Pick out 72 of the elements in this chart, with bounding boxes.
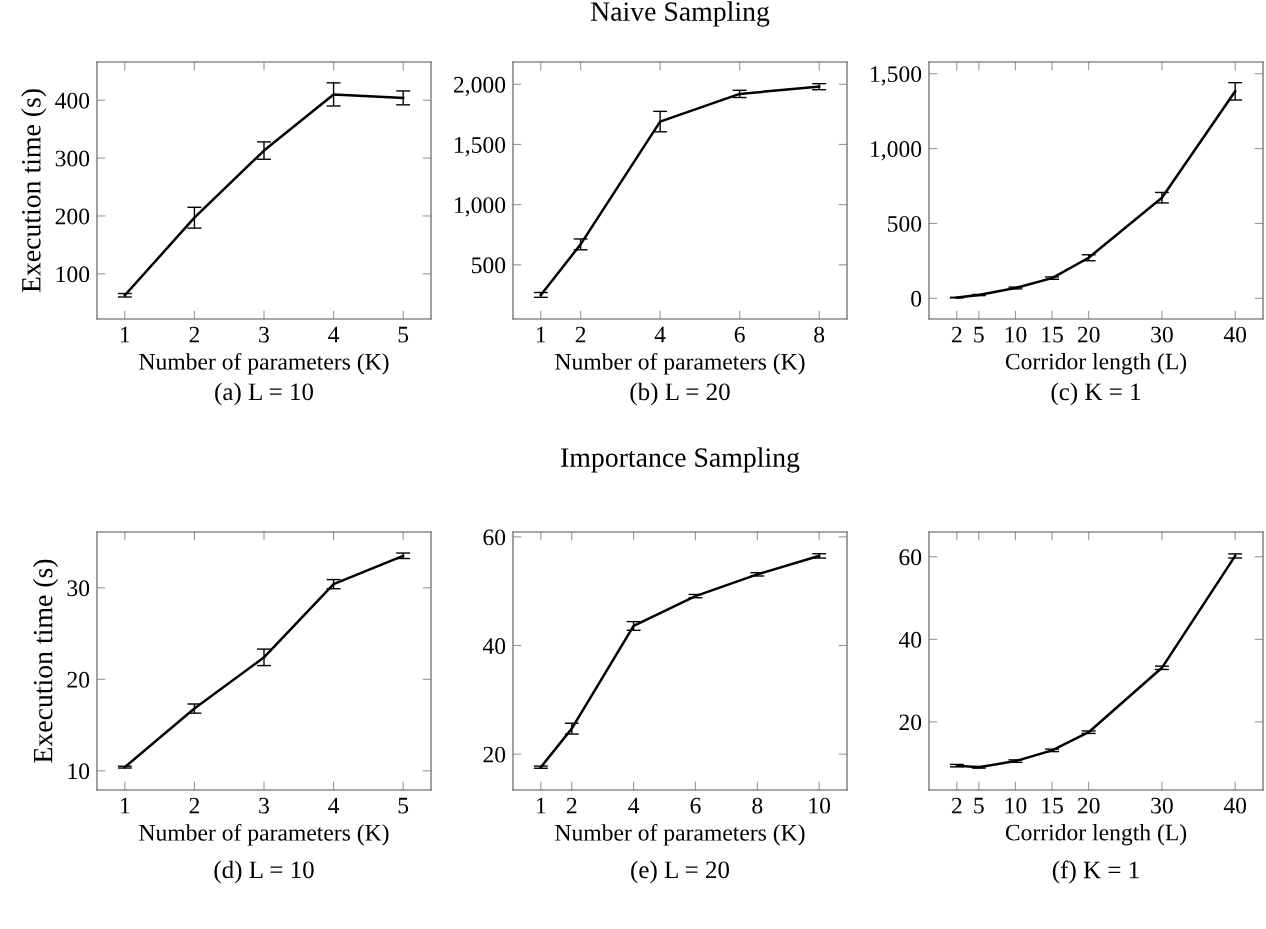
y-tick-label: 40 (898, 631, 922, 648)
x-tick-label: 30 (1151, 797, 1173, 814)
x-tick-label: 15 (1042, 326, 1063, 343)
text: (d) L = 10 (214, 860, 314, 884)
x-axis-title: Number of parameters (K) (139, 352, 389, 375)
y-tick-label: 100 (56, 266, 90, 283)
x-tick-label: 40 (1223, 326, 1247, 343)
x-axis-title: Number of parameters (K) (139, 823, 389, 846)
y-tick-label: 60 (483, 529, 506, 546)
x-tick-label: 20 (1077, 326, 1100, 343)
x-tick-label: 8 (814, 326, 825, 343)
x-tick-label: 20 (1077, 797, 1100, 814)
x-tick-label: 1 (537, 326, 546, 343)
x-tick-label: 3 (259, 797, 269, 814)
text: (e) L = 20 (631, 860, 730, 884)
text: (f) K = 1 (1052, 860, 1139, 884)
y-tick-label: 60 (899, 549, 922, 566)
x-tick-label: 2 (189, 326, 200, 343)
y-tick-label: 20 (67, 671, 90, 688)
text: (a) L = 10 (215, 382, 314, 406)
x-tick-label: 10 (809, 797, 831, 814)
x-tick-label: 5 (398, 797, 409, 814)
x-tick-label: 5 (974, 797, 984, 814)
x-tick-label: 10 (1005, 326, 1027, 343)
x-tick-label: 1 (537, 797, 546, 814)
x-axis-title: Corridor length (L) (1005, 823, 1187, 846)
x-tick-label: 5 (974, 326, 984, 343)
x-axis-title: Number of parameters (K) (555, 352, 805, 375)
x-tick-label: 30 (1151, 326, 1173, 343)
chart-title: Naive Sampling (590, 1, 770, 27)
x-tick-label: 6 (734, 326, 745, 343)
x-tick-label: 6 (690, 797, 701, 814)
y-tick-label: 300 (55, 150, 90, 167)
x-tick-label: 8 (752, 797, 763, 814)
y-tick-label: 20 (483, 746, 506, 763)
y-tick-label: 500 (888, 215, 922, 232)
y-tick-label: 10 (68, 763, 90, 780)
x-tick-label: 1 (121, 797, 130, 814)
x-tick-label: 4 (328, 797, 340, 814)
chart-title: Importance Sampling (561, 447, 800, 473)
x-tick-label: 2 (951, 326, 962, 343)
x-tick-label: 4 (628, 797, 640, 814)
y-axis-title: Execution time (s) (32, 559, 59, 763)
y-tick-label: 1,000 (455, 197, 506, 217)
x-tick-label: 5 (398, 326, 409, 343)
y-tick-label: 20 (899, 714, 922, 731)
text: (b) L = 20 (630, 382, 730, 406)
y-axis-title: Execution time (s) (21, 89, 47, 293)
x-tick-label: 3 (259, 326, 269, 343)
x-axis-title: Corridor length (L) (1005, 352, 1187, 375)
text: (c) K = 1 (1051, 382, 1141, 406)
y-tick-label: 1,000 (871, 141, 922, 161)
y-tick-label: 1,500 (455, 136, 506, 157)
y-tick-label: 2,000 (453, 76, 506, 97)
y-tick-label: 200 (55, 208, 90, 225)
x-tick-label: 15 (1042, 797, 1063, 814)
y-tick-label: 30 (67, 580, 90, 597)
y-tick-label: 1,500 (871, 66, 922, 86)
x-tick-label: 4 (328, 326, 340, 343)
x-tick-label: 4 (654, 326, 666, 343)
y-tick-label: 400 (55, 92, 90, 109)
x-tick-label: 2 (189, 797, 200, 814)
y-tick-label: 500 (472, 257, 506, 274)
x-tick-label: 2 (566, 797, 577, 814)
y-tick-label: 40 (482, 638, 506, 654)
x-tick-label: 40 (1223, 797, 1247, 814)
x-tick-label: 2 (951, 797, 962, 814)
x-tick-label: 10 (1005, 797, 1027, 814)
x-tick-label: 1 (121, 326, 130, 343)
x-axis-title: Number of parameters (K) (555, 823, 805, 846)
y-tick-label: 0 (911, 290, 922, 307)
x-tick-label: 2 (575, 326, 586, 343)
